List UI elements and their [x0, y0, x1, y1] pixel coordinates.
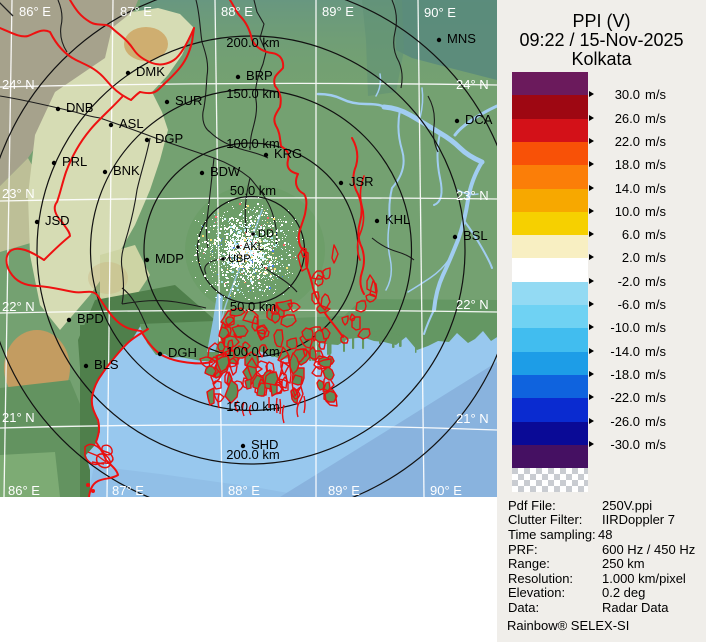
- svg-text:22° N: 22° N: [456, 297, 489, 312]
- svg-text:100.0 km: 100.0 km: [226, 136, 279, 151]
- svg-text:50.0 km: 50.0 km: [230, 299, 276, 314]
- svg-text:50.0 km: 50.0 km: [230, 183, 276, 198]
- svg-text:DGH: DGH: [168, 345, 197, 360]
- svg-text:KHL: KHL: [385, 212, 410, 227]
- svg-text:100.0 km: 100.0 km: [226, 344, 279, 359]
- svg-text:88° E: 88° E: [221, 4, 253, 19]
- svg-text:150.0 km: 150.0 km: [226, 399, 279, 414]
- svg-text:PRL: PRL: [62, 154, 87, 169]
- svg-text:DD: DD: [258, 228, 274, 240]
- svg-text:BDW: BDW: [210, 164, 241, 179]
- svg-text:87° E: 87° E: [120, 4, 152, 19]
- svg-text:90° E: 90° E: [430, 483, 462, 497]
- svg-text:BLS: BLS: [94, 357, 119, 372]
- svg-text:AKL: AKL: [243, 241, 264, 253]
- svg-text:24° N: 24° N: [456, 77, 489, 92]
- svg-text:87° E: 87° E: [112, 483, 144, 497]
- svg-text:BNK: BNK: [113, 163, 140, 178]
- svg-text:SHD: SHD: [251, 437, 278, 452]
- svg-text:86° E: 86° E: [8, 483, 40, 497]
- svg-text:88° E: 88° E: [228, 483, 260, 497]
- svg-text:UBP: UBP: [228, 253, 251, 265]
- svg-text:JSR: JSR: [349, 174, 374, 189]
- svg-text:22° N: 22° N: [2, 299, 35, 314]
- svg-text:23° N: 23° N: [456, 188, 489, 203]
- svg-text:89° E: 89° E: [322, 4, 354, 19]
- svg-text:DCA: DCA: [465, 112, 493, 127]
- svg-text:SUR: SUR: [175, 93, 202, 108]
- svg-text:200.0 km: 200.0 km: [226, 447, 279, 462]
- svg-text:DMK: DMK: [136, 64, 165, 79]
- svg-text:150.0 km: 150.0 km: [226, 86, 279, 101]
- svg-text:DNB: DNB: [66, 100, 93, 115]
- svg-text:24° N: 24° N: [2, 77, 35, 92]
- svg-text:89° E: 89° E: [328, 483, 360, 497]
- svg-text:DGP: DGP: [155, 131, 183, 146]
- svg-text:MNS: MNS: [447, 31, 476, 46]
- svg-text:ASL: ASL: [119, 116, 144, 131]
- svg-text:BPD: BPD: [77, 311, 104, 326]
- svg-text:KRG: KRG: [274, 146, 302, 161]
- svg-text:200.0 km: 200.0 km: [226, 35, 279, 50]
- svg-text:86° E: 86° E: [19, 4, 51, 19]
- svg-text:21° N: 21° N: [2, 410, 35, 425]
- svg-text:90° E: 90° E: [424, 5, 456, 20]
- svg-text:21° N: 21° N: [456, 411, 489, 426]
- svg-text:BSL: BSL: [463, 228, 488, 243]
- svg-text:23° N: 23° N: [2, 186, 35, 201]
- svg-text:JSD: JSD: [45, 213, 70, 228]
- svg-text:BRP: BRP: [246, 68, 273, 83]
- svg-text:MDP: MDP: [155, 251, 184, 266]
